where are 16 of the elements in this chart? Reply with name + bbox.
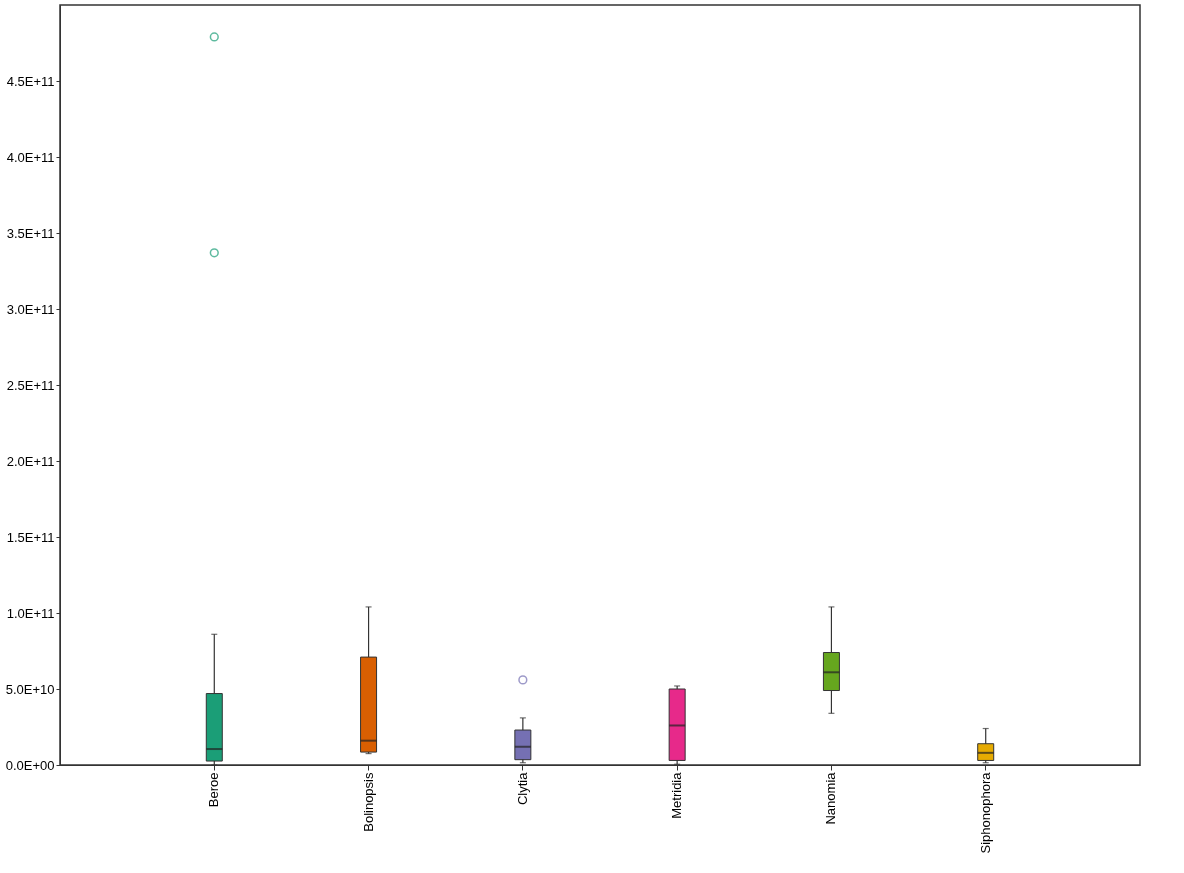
x-tick-label: Beroe [206,772,222,808]
y-tick-label: 3.5E+11 [6,225,55,241]
y-tick-label: 4.5E+11 [6,73,55,89]
y-tick-label: 5.0E+10 [5,681,55,697]
x-tick-label: Nanomia [823,771,839,825]
y-tick-label: 2.0E+11 [6,453,55,469]
y-tick-label: 4.0E+11 [6,149,55,165]
x-tick-label: Bolinopsis [360,772,376,832]
y-tick-label: 1.0E+11 [6,605,55,621]
x-tick-label: Clytia [514,771,530,806]
y-tick-label: 3.0E+11 [6,301,55,317]
x-tick-label: Metridia [669,771,685,819]
y-tick-label: 0.0E+00 [5,757,55,773]
x-tick-label: Siphonophora [977,771,993,854]
y-tick-label: 1.5E+11 [6,529,55,545]
y-tick-label: 2.5E+11 [6,377,55,393]
